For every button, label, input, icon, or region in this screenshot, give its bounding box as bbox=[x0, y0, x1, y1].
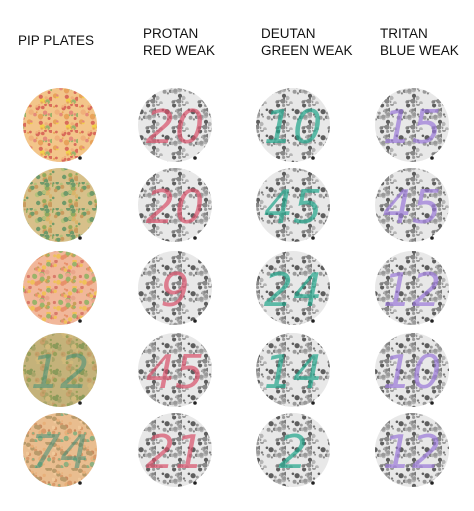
plate-disc bbox=[375, 168, 449, 242]
plate-disc bbox=[138, 333, 212, 407]
plate-disc bbox=[375, 251, 449, 325]
plate-dot bbox=[311, 319, 315, 323]
plate-dot bbox=[311, 236, 315, 240]
column-header: RED WEAK bbox=[143, 43, 215, 58]
plate-number: 10 bbox=[264, 100, 323, 154]
plate-disc bbox=[138, 251, 212, 325]
plate-disc bbox=[256, 168, 330, 242]
plate: 12 bbox=[375, 413, 449, 487]
plate-disc bbox=[23, 413, 97, 487]
column-header: BLUE WEAK bbox=[380, 43, 459, 58]
plate-number: 74 bbox=[31, 425, 90, 479]
plate: 45 bbox=[256, 168, 330, 242]
plate-disc bbox=[138, 413, 212, 487]
plate-number: 2 bbox=[278, 425, 307, 479]
plate-dot bbox=[78, 156, 82, 160]
plate-disc bbox=[256, 333, 330, 407]
plate: 2 bbox=[256, 413, 330, 487]
plate bbox=[23, 251, 97, 325]
plate-dot bbox=[430, 401, 434, 405]
plate: 15 bbox=[375, 88, 449, 162]
plate-disc bbox=[23, 168, 97, 242]
plate-disc bbox=[256, 251, 330, 325]
plate: 45 bbox=[138, 333, 212, 407]
plate-dot bbox=[430, 156, 434, 160]
plate-number: 45 bbox=[383, 180, 442, 234]
plate-disc bbox=[23, 333, 97, 407]
plate-number: 12 bbox=[31, 345, 90, 399]
plate-dot bbox=[78, 236, 82, 240]
plate-dot bbox=[193, 319, 197, 323]
plate-dot bbox=[430, 236, 434, 240]
plate bbox=[23, 88, 97, 162]
plate: 45 bbox=[375, 168, 449, 242]
plate-number: 21 bbox=[146, 425, 205, 479]
plate-dot bbox=[78, 481, 82, 485]
plate-disc bbox=[256, 413, 330, 487]
column-header: PIP PLATES bbox=[18, 33, 94, 48]
plate-disc bbox=[23, 88, 97, 162]
plate-number: 15 bbox=[383, 100, 442, 154]
plate-dot bbox=[193, 481, 197, 485]
plate: 9 bbox=[138, 251, 212, 325]
plate-number: 20 bbox=[146, 100, 205, 154]
plate-dot bbox=[311, 481, 315, 485]
plate-disc bbox=[138, 168, 212, 242]
plate: 21 bbox=[138, 413, 212, 487]
plate: 20 bbox=[138, 168, 212, 242]
plate-number: 14 bbox=[264, 345, 323, 399]
plate-dot bbox=[193, 156, 197, 160]
plate-number: 45 bbox=[146, 345, 205, 399]
plate-number: 10 bbox=[383, 345, 442, 399]
plate-disc bbox=[138, 88, 212, 162]
plate-dot bbox=[193, 236, 197, 240]
plate: 74 bbox=[23, 413, 97, 487]
plate-number: 9 bbox=[160, 263, 189, 317]
plate-disc bbox=[23, 251, 97, 325]
plate: 14 bbox=[256, 333, 330, 407]
plate-dot bbox=[430, 319, 434, 323]
column-header: GREEN WEAK bbox=[261, 43, 353, 58]
plate-disc bbox=[256, 88, 330, 162]
plate: 12 bbox=[375, 251, 449, 325]
plate-dot bbox=[430, 481, 434, 485]
column-header: TRITAN bbox=[380, 26, 428, 41]
plate-disc bbox=[375, 413, 449, 487]
plate-disc bbox=[375, 88, 449, 162]
plate-disc bbox=[375, 333, 449, 407]
plate-number: 12 bbox=[383, 425, 442, 479]
plate bbox=[23, 168, 97, 242]
column-header: PROTAN bbox=[143, 26, 198, 41]
plate: 12 bbox=[23, 333, 97, 407]
plate-number: 12 bbox=[383, 263, 442, 317]
plate-dot bbox=[78, 319, 82, 323]
plate-dot bbox=[311, 156, 315, 160]
plate-dot bbox=[78, 401, 82, 405]
plate: 24 bbox=[256, 251, 330, 325]
plate-dot bbox=[193, 401, 197, 405]
plate-number: 45 bbox=[264, 180, 323, 234]
plate-dot bbox=[311, 401, 315, 405]
plate: 10 bbox=[375, 333, 449, 407]
plate-number: 24 bbox=[264, 263, 323, 317]
column-header: DEUTAN bbox=[261, 26, 316, 41]
plate: 10 bbox=[256, 88, 330, 162]
plate: 20 bbox=[138, 88, 212, 162]
plate-number: 20 bbox=[146, 180, 205, 234]
